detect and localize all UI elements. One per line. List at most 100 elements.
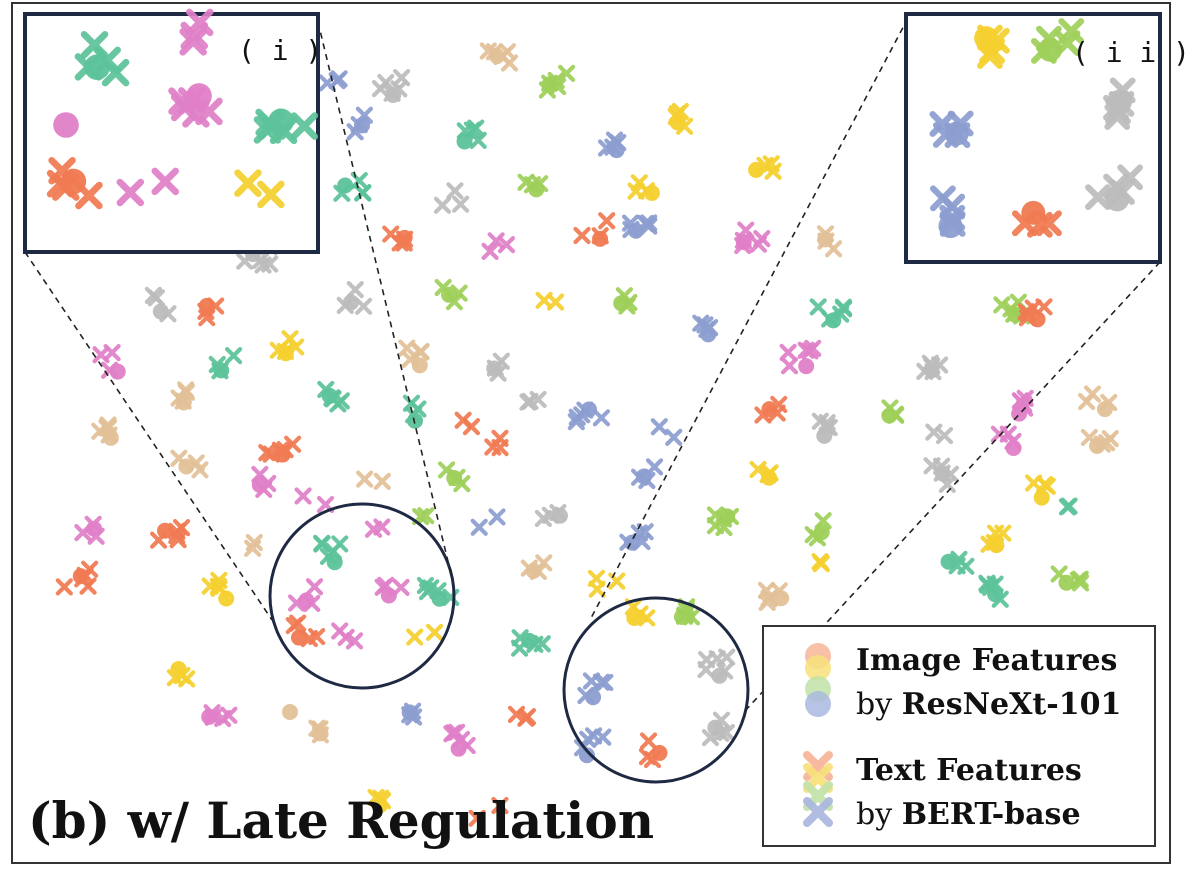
image-feature-marker [938,214,963,239]
feature-cluster [53,112,79,138]
image-feature-marker [608,142,625,159]
legend-text-title: Text Features [856,753,1082,788]
legend-image-title: Image Features [856,643,1117,678]
image-feature-marker [1005,439,1022,456]
image-feature-marker [53,112,79,138]
image-feature-marker [643,184,660,201]
feature-cluster [234,169,285,209]
feature-cluster [416,576,460,607]
feature-cluster [285,614,326,648]
feature-cluster [74,515,105,545]
feature-cluster [650,418,683,446]
feature-cluster [371,69,411,103]
zoom-ii-points [929,18,1144,239]
image-feature-marker [585,689,602,706]
text-feature-marker [935,426,954,445]
feature-cluster [1078,385,1118,418]
text-feature-marker [168,522,186,540]
image-feature-marker [773,590,790,607]
feature-cluster [587,569,626,598]
feature-cluster [538,64,576,99]
image-feature-marker [1107,89,1132,114]
text-feature-marker [594,728,612,746]
image-feature-marker [456,133,473,150]
text-feature-marker [779,343,797,361]
image-feature-marker [1096,401,1113,418]
feature-cluster [748,155,782,180]
image-feature-marker [635,468,652,485]
text-feature-marker [640,217,658,235]
text-feature-marker [290,112,319,140]
feature-cluster [294,487,335,514]
text-feature-marker [224,347,243,365]
feature-cluster [940,550,975,575]
text-feature-marker [55,578,73,596]
feature-cluster [757,581,790,612]
image-feature-marker [651,744,668,761]
feature-cluster [336,280,373,315]
feature-cluster [170,381,195,411]
text-feature-marker [636,523,654,541]
feature-cluster [1031,18,1085,64]
text-feature-marker [803,797,833,827]
feature-cluster [1103,77,1136,130]
image-feature-marker [175,394,192,411]
feature-cluster [974,24,1010,69]
text-feature-marker [497,236,516,254]
legend-text-backbone: BERT-base [902,797,1081,832]
image-feature-marker [627,222,644,239]
feature-cluster [166,661,196,688]
feature-cluster [510,629,551,657]
feature-cluster [398,339,430,374]
text-feature-marker [534,509,552,528]
text-feature-marker [930,185,956,212]
text-feature-marker [809,298,827,316]
zoom-i-points [46,8,319,210]
feature-cluster [470,508,506,536]
image-feature-marker [298,592,315,609]
scatter-points [55,15,1119,827]
feature-cluster [287,578,324,612]
image-feature-marker [396,229,413,246]
text-feature-marker [151,167,179,196]
feature-cluster [673,598,701,626]
text-feature-marker [433,196,452,214]
feature-cluster [811,552,830,573]
image-feature-marker [198,297,215,314]
text-feature-marker [488,508,506,526]
feature-cluster [567,401,611,431]
legend-swatch-blue-circle [805,691,831,717]
feature-cluster [535,291,565,311]
feature-cluster [168,83,223,128]
text-feature-marker [448,723,466,741]
text-feature-marker [470,518,488,536]
image-feature-marker [1029,311,1046,328]
text-feature-marker [468,809,486,827]
zoom-box-i: ( i ) [23,8,322,254]
image-feature-marker [521,632,538,649]
text-feature-marker [557,64,576,82]
feature-cluster [627,174,660,201]
image-feature-marker [673,608,690,625]
text-feature-marker [749,235,768,253]
image-feature-marker [86,520,103,537]
text-feature-marker [313,535,331,553]
text-feature-marker [573,226,591,245]
text-feature-marker [1071,570,1089,588]
zoom-label-i: ( i ) [238,34,322,67]
text-feature-marker [491,796,509,815]
text-feature-marker [446,182,464,200]
text-feature-marker [392,578,410,597]
image-feature-marker [974,26,999,51]
image-feature-marker [735,234,752,251]
image-feature-marker [385,86,402,103]
feature-cluster [621,214,658,239]
text-feature-marker [462,417,481,436]
feature-cluster [1011,200,1062,238]
feature-cluster [308,719,330,744]
feature-cluster [706,506,740,537]
feature-cluster [144,286,177,323]
text-feature-marker [305,578,324,596]
text-feature-marker [355,297,373,315]
